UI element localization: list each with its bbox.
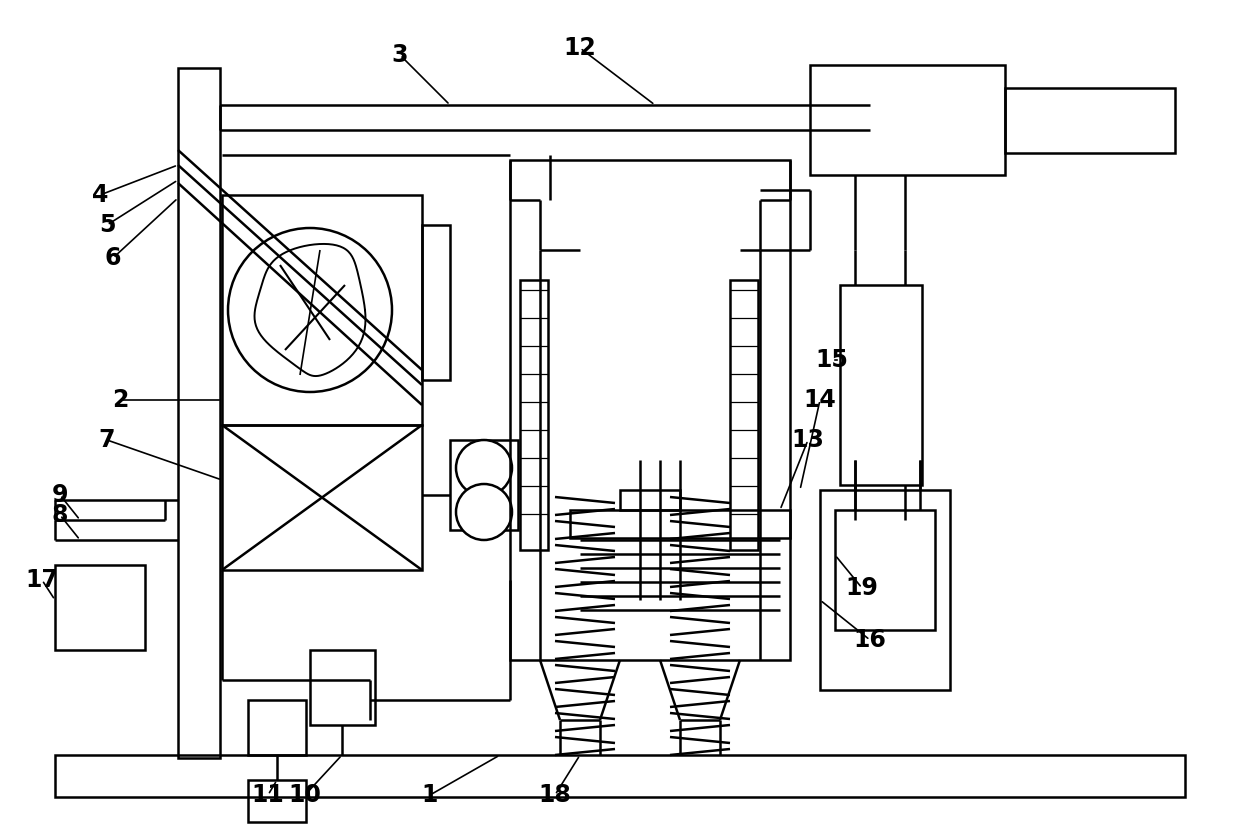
- Bar: [1004, 88, 1176, 153]
- Bar: [55, 565, 145, 650]
- Text: 18: 18: [538, 783, 572, 807]
- Text: 2: 2: [112, 388, 128, 412]
- Text: 4: 4: [92, 183, 108, 207]
- Circle shape: [456, 484, 512, 540]
- Bar: [520, 280, 548, 550]
- Text: 1: 1: [422, 783, 438, 807]
- Bar: [570, 510, 790, 538]
- Text: 11: 11: [252, 783, 284, 807]
- Bar: [810, 65, 1004, 175]
- Text: 10: 10: [289, 783, 321, 807]
- Text: 15: 15: [816, 348, 848, 372]
- Bar: [55, 755, 1185, 797]
- Bar: [820, 490, 950, 690]
- Bar: [310, 650, 374, 725]
- Text: 8: 8: [52, 503, 68, 527]
- Text: 12: 12: [564, 36, 596, 60]
- Text: 3: 3: [392, 43, 408, 67]
- Bar: [730, 280, 758, 550]
- Bar: [222, 195, 422, 425]
- Circle shape: [456, 440, 512, 496]
- Text: 14: 14: [804, 388, 836, 412]
- Bar: [450, 440, 518, 530]
- Text: 9: 9: [52, 483, 68, 507]
- Bar: [422, 225, 450, 380]
- Bar: [248, 780, 306, 822]
- Text: 6: 6: [104, 246, 122, 270]
- Bar: [222, 425, 422, 570]
- Bar: [248, 700, 306, 755]
- Text: 19: 19: [846, 576, 878, 600]
- Bar: [835, 510, 935, 630]
- Text: 16: 16: [853, 628, 887, 652]
- Bar: [620, 490, 680, 510]
- Bar: [179, 68, 219, 758]
- Text: 13: 13: [791, 428, 825, 452]
- Bar: [839, 285, 923, 485]
- Text: 7: 7: [99, 428, 115, 452]
- Text: 5: 5: [99, 213, 115, 237]
- Bar: [510, 160, 790, 660]
- Text: 17: 17: [26, 568, 58, 592]
